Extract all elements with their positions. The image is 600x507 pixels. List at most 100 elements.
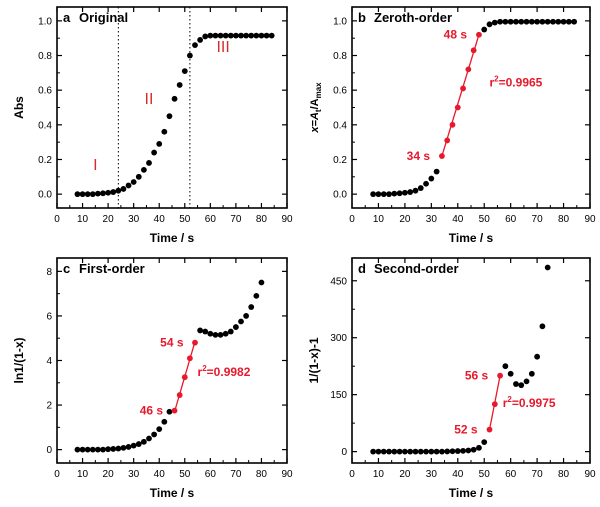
data-point (391, 190, 398, 197)
data-point (258, 32, 265, 39)
data-point (428, 448, 435, 455)
data-point (89, 446, 96, 453)
data-point (507, 370, 514, 377)
data-point (401, 189, 408, 196)
y-tick-label: 0.2 (333, 155, 347, 166)
data-point (243, 32, 250, 39)
y-axis-label-part: /A (309, 98, 321, 109)
data-point (565, 18, 572, 25)
data-point (186, 52, 193, 59)
x-tick-label: 20 (103, 214, 115, 225)
x-tick-label: 0 (54, 214, 60, 225)
data-point (115, 187, 122, 194)
data-point (135, 441, 142, 447)
y-axis-label: Abs (12, 96, 26, 119)
data-point (555, 18, 562, 25)
data-point (433, 448, 440, 455)
panel-letter: d (358, 261, 366, 276)
x-tick-label: 30 (128, 469, 140, 480)
data-point (502, 18, 509, 25)
data-point (481, 439, 488, 446)
data-point (497, 18, 503, 25)
data-point (156, 140, 163, 147)
fit-point (449, 121, 456, 128)
y-tick-label: 0.0 (333, 190, 347, 201)
data-point (534, 353, 541, 360)
data-point (197, 327, 204, 334)
data-point (433, 168, 440, 175)
x-tick-label: 40 (154, 469, 166, 480)
y-tick-label: 2 (46, 401, 52, 412)
region-label: II (145, 91, 154, 108)
data-point (449, 448, 456, 455)
data-point (513, 381, 519, 387)
data-point (130, 442, 137, 449)
y-tick-label: 0.4 (333, 120, 347, 131)
data-point (518, 18, 525, 25)
data-point (140, 438, 147, 445)
y-tick-label: 4 (46, 356, 52, 367)
data-point (74, 191, 81, 198)
data-point (94, 446, 101, 453)
data-point (454, 448, 461, 454)
data-point (217, 331, 224, 338)
data-point (146, 160, 152, 166)
data-point (507, 18, 514, 25)
data-point (125, 444, 132, 450)
time-annotation: 56 s (465, 369, 489, 383)
y-tick-label: 0.2 (38, 155, 52, 166)
data-point (502, 363, 509, 370)
data-point (528, 370, 535, 377)
fit-point (439, 153, 445, 159)
r-squared-value: =0.9982 (207, 365, 251, 379)
y-tick-label: 300 (330, 333, 347, 344)
data-point (539, 323, 546, 330)
data-point (74, 446, 81, 453)
panel-c: 0 10 20 30 40 50 60 70 80 90 0 2 4 6 8 Time / s ln1/(1-x… (12, 257, 293, 500)
data-point (391, 448, 398, 455)
r-squared-label: r2=0.9975 (503, 395, 556, 410)
plot-frame (351, 6, 591, 209)
y-tick-label: 0.0 (38, 190, 52, 201)
y-axis-label-part: x=A (309, 112, 321, 134)
x-tick-label: 70 (230, 214, 242, 225)
y-tick-label: 150 (330, 390, 347, 401)
panel-letter: b (358, 10, 366, 25)
data-point (84, 446, 91, 453)
data-point (375, 448, 382, 455)
data-point (84, 191, 91, 198)
x-tick-label: 80 (256, 214, 268, 225)
y-tick-label: 0 (341, 447, 347, 458)
panel-d: 0 10 20 30 40 50 60 70 80 90 0 150 300 450 Time / s 1/(… (307, 257, 596, 500)
data-point (140, 166, 147, 173)
x-tick-label: 40 (452, 214, 464, 225)
y-tick-label: 6 (46, 311, 52, 322)
fit-point (444, 137, 451, 144)
time-annotation: 54 s (160, 336, 184, 350)
data-point (207, 330, 214, 337)
data-point (130, 179, 137, 185)
time-annotation: 46 s (140, 404, 164, 418)
data-point (248, 32, 255, 39)
data-point (176, 82, 183, 88)
data-point (238, 318, 244, 325)
data-point (120, 444, 127, 451)
r-squared-label: r2=0.9982 (198, 364, 251, 379)
data-point (110, 446, 117, 452)
data-point (423, 180, 429, 187)
x-tick-label: 90 (281, 469, 293, 480)
data-point (523, 378, 530, 385)
x-tick-label: 20 (399, 469, 411, 480)
region-label: III (216, 39, 229, 56)
data-point (544, 264, 551, 271)
data-point (227, 32, 234, 39)
data-point (238, 32, 244, 39)
data-point (491, 19, 498, 26)
data-point (444, 448, 451, 455)
r-squared-r: r (198, 365, 203, 379)
y-tick-label: 8 (46, 267, 52, 278)
y-tick-label: 0 (46, 445, 52, 456)
data-point (428, 175, 435, 182)
data-point (192, 42, 198, 49)
data-point (202, 328, 209, 335)
